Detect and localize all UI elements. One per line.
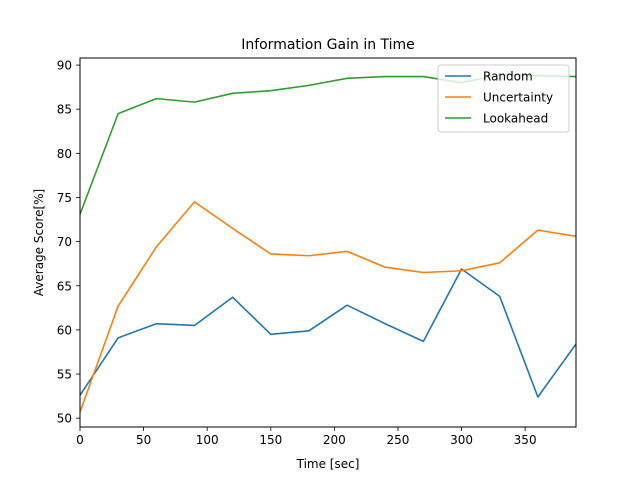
y-axis: 50 55 60 65 70 75 80 85 90 [57,59,80,426]
legend-label-random: Random [483,70,533,84]
legend-label-uncertainty: Uncertainty [483,91,553,105]
legend-label-lookahead: Lookahead [483,112,548,126]
x-tick-label: 50 [136,433,151,447]
x-tick-label: 0 [76,433,84,447]
legend: Random Uncertainty Lookahead [437,64,570,133]
series-line-random [80,268,576,398]
y-tick-label: 70 [57,235,72,249]
legend-box [437,64,570,133]
x-tick-label: 100 [196,433,219,447]
y-tick-label: 75 [57,191,72,205]
y-tick-label: 60 [57,323,72,337]
x-axis: 0 50 100 150 200 250 300 350 [76,427,537,447]
x-tick-label: 250 [386,433,409,447]
y-tick-label: 85 [57,103,72,117]
chart-title: Information Gain in Time [241,37,415,53]
axes-frame [79,57,577,428]
y-tick-label: 50 [57,412,72,426]
x-tick-label: 200 [323,433,346,447]
x-tick-label: 350 [514,433,537,447]
y-tick-label: 65 [57,279,72,293]
y-tick-label: 55 [57,368,72,382]
y-tick-label: 80 [57,147,72,161]
x-tick-label: 150 [259,433,282,447]
y-tick-label: 90 [57,59,72,73]
series-line-uncertainty [80,201,576,414]
y-axis-label: Average Score[%] [32,189,46,296]
x-tick-label: 300 [450,433,473,447]
x-axis-label: Time [sec] [296,457,360,471]
